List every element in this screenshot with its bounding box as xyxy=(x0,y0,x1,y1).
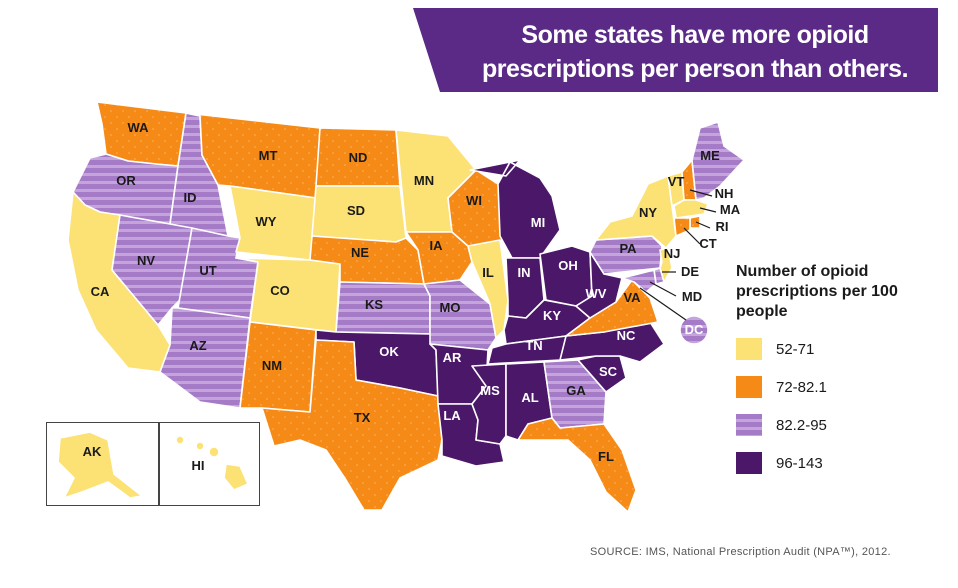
state-label-CT: CT xyxy=(699,236,716,251)
state-NV xyxy=(111,214,193,326)
state-label-KY: KY xyxy=(543,308,561,323)
legend: Number of opioid prescriptions per 100 p… xyxy=(736,262,936,488)
state-label-AZ: AZ xyxy=(189,338,206,353)
legend-swatch xyxy=(736,414,762,436)
state-label-WV: WV xyxy=(586,286,607,301)
legend-label: 52-71 xyxy=(776,340,815,358)
state-label-MA: MA xyxy=(720,202,741,217)
state-label-NM: NM xyxy=(262,358,282,373)
state-label-AK: AK xyxy=(83,444,102,459)
state-label-NY: NY xyxy=(639,205,657,220)
state-label-OH: OH xyxy=(558,258,578,273)
state-label-SC: SC xyxy=(599,364,618,379)
legend-item: 52-71 xyxy=(736,336,936,362)
state-label-LA: LA xyxy=(443,408,461,423)
state-label-ND: ND xyxy=(349,150,368,165)
state-label-MI: MI xyxy=(531,215,545,230)
alaska-inset xyxy=(46,422,160,506)
state-CT xyxy=(673,217,691,237)
legend-swatch xyxy=(736,376,762,398)
state-label-WY: WY xyxy=(256,214,277,229)
state-MO xyxy=(423,279,497,351)
state-label-VA: VA xyxy=(623,290,641,305)
state-label-DC: DC xyxy=(685,322,704,337)
state-label-AR: AR xyxy=(443,350,462,365)
state-AZ xyxy=(159,307,251,409)
legend-label: 72-82.1 xyxy=(776,378,827,396)
legend-swatch xyxy=(736,338,762,360)
title-banner xyxy=(413,8,938,92)
state-label-ID: ID xyxy=(184,190,197,205)
state-label-IN: IN xyxy=(518,265,531,280)
state-VA xyxy=(565,279,659,337)
callout-lines xyxy=(639,189,717,321)
state-label-SD: SD xyxy=(347,203,365,218)
state-TX xyxy=(261,339,443,511)
hawaii-inset xyxy=(158,422,260,506)
state-label-WI: WI xyxy=(466,193,482,208)
state-label-FL: FL xyxy=(598,449,614,464)
state-ME xyxy=(691,121,745,201)
state-label-KS: KS xyxy=(365,297,383,312)
state-label-TN: TN xyxy=(525,338,542,353)
state-AK xyxy=(57,431,143,499)
legend-swatch xyxy=(736,452,762,474)
state-label-MD: MD xyxy=(682,289,702,304)
state-label-MN: MN xyxy=(414,173,434,188)
state-MD xyxy=(621,269,657,293)
state-label-NE: NE xyxy=(351,245,369,260)
state-HI xyxy=(175,435,249,491)
legend-label: 96-143 xyxy=(776,454,823,472)
state-label-HI: HI xyxy=(192,458,205,473)
state-WY xyxy=(229,185,317,261)
state-label-WA: WA xyxy=(128,120,150,135)
legend-label: 82.2-95 xyxy=(776,416,827,434)
state-OH xyxy=(539,245,593,307)
legend-item: 72-82.1 xyxy=(736,374,936,400)
state-MI xyxy=(469,159,561,259)
state-label-IL: IL xyxy=(482,265,494,280)
page-title: Some states have more opioid prescriptio… xyxy=(481,21,909,83)
legend-item: 96-143 xyxy=(736,450,936,476)
state-WV xyxy=(575,251,623,319)
state-label-NC: NC xyxy=(617,328,636,343)
state-label-NV: NV xyxy=(137,253,155,268)
state-label-AL: AL xyxy=(521,390,538,405)
legend-title: Number of opioid prescriptions per 100 p… xyxy=(736,263,898,320)
state-IL xyxy=(467,239,509,339)
state-label-TX: TX xyxy=(354,410,371,425)
state-label-CA: CA xyxy=(91,284,110,299)
state-FL xyxy=(517,417,637,513)
state-label-RI: RI xyxy=(716,219,729,234)
state-NY xyxy=(595,175,677,249)
state-label-MT: MT xyxy=(259,148,278,163)
state-label-NH: NH xyxy=(715,186,734,201)
state-label-IA: IA xyxy=(430,238,444,253)
state-label-UT: UT xyxy=(199,263,216,278)
state-label-PA: PA xyxy=(619,241,637,256)
state-label-MO: MO xyxy=(440,300,461,315)
state-label-OK: OK xyxy=(379,344,399,359)
legend-item: 82.2-95 xyxy=(736,412,936,438)
state-label-NJ: NJ xyxy=(664,246,681,261)
state-label-GA: GA xyxy=(566,383,586,398)
state-label-VT: VT xyxy=(668,174,685,189)
state-DC xyxy=(679,315,709,345)
state-RI xyxy=(689,215,701,229)
state-label-ME: ME xyxy=(700,148,720,163)
state-label-MS: MS xyxy=(480,383,500,398)
state-label-OR: OR xyxy=(116,173,136,188)
state-label-CO: CO xyxy=(270,283,290,298)
state-label-DE: DE xyxy=(681,264,699,279)
source-note: SOURCE: IMS, National Prescription Audit… xyxy=(590,546,891,558)
